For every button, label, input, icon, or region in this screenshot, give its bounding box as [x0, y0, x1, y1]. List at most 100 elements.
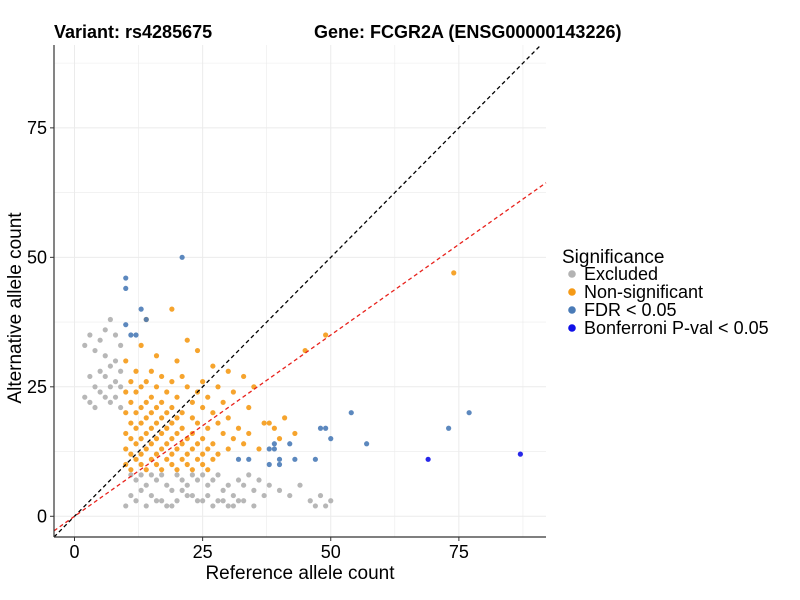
data-point-non-significant [138, 404, 144, 411]
data-point-excluded [153, 498, 160, 504]
data-point-non-significant [174, 467, 180, 473]
y-tick-label: 50 [27, 247, 47, 267]
reference-line-fit [53, 182, 547, 532]
data-point-non-significant [215, 451, 221, 457]
x-tick-label: 25 [193, 542, 213, 562]
data-point-excluded [287, 492, 293, 499]
data-point-excluded [138, 487, 144, 493]
data-point-excluded [251, 487, 257, 493]
data-point-fdr-0-05 [287, 441, 293, 447]
y-axis-label: Alternative allele count [5, 212, 26, 404]
data-point-excluded [112, 332, 119, 338]
data-point-non-significant [225, 415, 231, 421]
data-point-non-significant [271, 425, 277, 431]
data-point-non-significant [189, 467, 195, 473]
data-point-non-significant [164, 389, 170, 395]
data-point-non-significant [184, 461, 190, 468]
data-point-non-significant [179, 456, 185, 462]
data-point-excluded [107, 399, 113, 405]
data-point-excluded [169, 503, 175, 509]
data-point-fdr-0-05 [323, 425, 329, 431]
data-point-excluded [107, 384, 113, 390]
data-point-non-significant [123, 358, 129, 364]
data-point-excluded [174, 472, 180, 478]
x-tick-label: 0 [69, 542, 79, 562]
tick-labels: 0 25 50 75 0 25 50 75 [27, 118, 469, 562]
data-point-non-significant [159, 430, 165, 437]
reference-lines [53, 44, 547, 538]
data-point-non-significant [246, 404, 252, 411]
data-point-non-significant [169, 379, 175, 385]
data-point-non-significant [128, 467, 134, 473]
data-point-excluded [235, 498, 242, 504]
data-point-non-significant [246, 430, 252, 437]
data-point-non-significant [159, 467, 165, 473]
data-point-non-significant [205, 394, 211, 400]
data-point-excluded [148, 472, 154, 478]
data-point-excluded [328, 498, 334, 504]
data-point-non-significant [138, 384, 144, 390]
data-point-non-significant [138, 451, 144, 457]
y-tick-label: 0 [37, 506, 47, 526]
data-point-excluded [159, 472, 165, 478]
data-point-non-significant [215, 420, 221, 426]
data-point-non-significant [143, 430, 149, 437]
data-point-bonferroni-p-val-0-05 [425, 456, 431, 462]
data-point-fdr-0-05 [446, 425, 452, 431]
data-point-non-significant [189, 415, 195, 421]
data-point-non-significant [210, 363, 216, 369]
data-point-excluded [118, 384, 124, 390]
data-point-non-significant [138, 436, 144, 442]
data-point-excluded [102, 373, 108, 380]
data-point-non-significant [153, 353, 160, 359]
data-point-non-significant [159, 415, 165, 421]
legend-swatch [568, 270, 576, 278]
data-point-non-significant [153, 436, 160, 442]
data-point-bonferroni-p-val-0-05 [517, 451, 523, 457]
data-point-excluded [164, 503, 170, 509]
data-point-non-significant [128, 399, 134, 405]
data-point-excluded [184, 492, 190, 499]
data-point-excluded [210, 503, 216, 509]
data-point-non-significant [164, 410, 170, 416]
data-point-excluded [112, 379, 119, 385]
data-point-non-significant [133, 368, 139, 374]
data-point-excluded [174, 498, 180, 504]
data-point-non-significant [148, 410, 154, 416]
data-point-fdr-0-05 [123, 275, 129, 281]
data-point-non-significant [184, 337, 190, 343]
data-point-excluded [205, 492, 211, 499]
data-point-fdr-0-05 [364, 441, 370, 447]
data-point-non-significant [148, 425, 154, 431]
data-point-non-significant [153, 451, 160, 457]
data-point-non-significant [205, 425, 211, 431]
legend-title: Significance [562, 247, 664, 268]
grid-lines [54, 45, 546, 537]
data-point-non-significant [159, 399, 165, 405]
data-point-fdr-0-05 [276, 456, 283, 462]
data-point-non-significant [266, 420, 272, 426]
data-point-excluded [194, 498, 201, 504]
data-point-excluded [164, 482, 170, 488]
data-point-excluded [307, 498, 313, 504]
data-point-excluded [225, 482, 231, 488]
data-point-excluded [82, 394, 88, 400]
data-point-fdr-0-05 [312, 456, 318, 462]
data-point-excluded [220, 487, 226, 493]
data-point-non-significant [179, 410, 185, 416]
data-point-excluded [251, 503, 257, 509]
gene-title: Gene: FCGR2A (ENSG00000143226) [314, 22, 621, 42]
data-point-non-significant [189, 446, 195, 452]
data-point-non-significant [138, 342, 144, 348]
data-point-non-significant [148, 441, 154, 447]
data-point-excluded [323, 503, 329, 509]
data-point-non-significant [174, 415, 180, 421]
data-point-non-significant [292, 430, 298, 437]
data-point-non-significant [184, 384, 190, 390]
data-point-excluded [112, 358, 119, 364]
data-point-non-significant [133, 425, 139, 431]
data-point-fdr-0-05 [276, 461, 283, 468]
data-point-fdr-0-05 [266, 461, 272, 468]
legend-swatch [568, 306, 576, 314]
legend-entry-label: Non-significant [584, 282, 703, 302]
